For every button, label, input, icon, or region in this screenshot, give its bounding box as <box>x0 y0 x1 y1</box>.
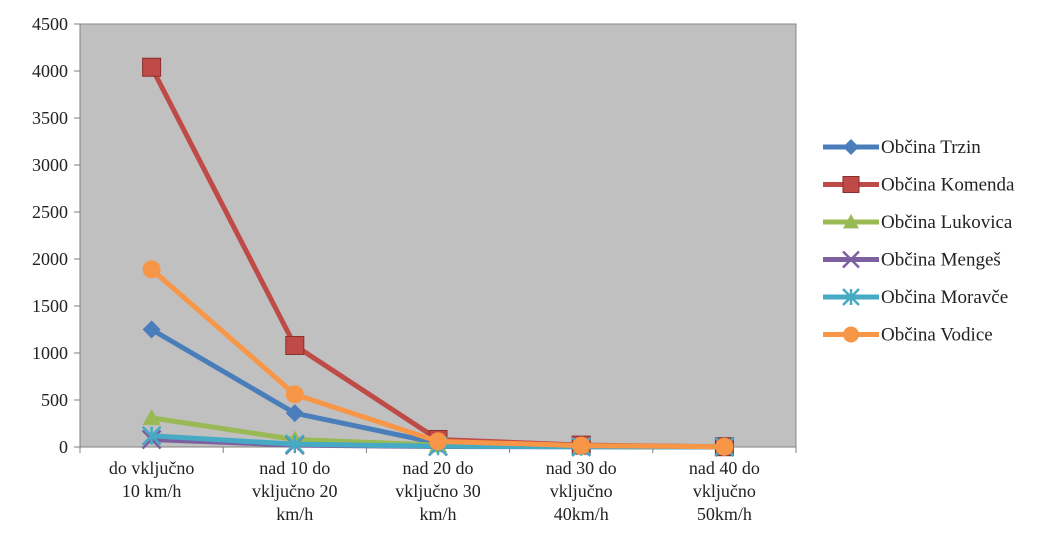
plot-area <box>79 23 797 448</box>
x-tick-label-line: vključno <box>693 481 756 501</box>
x-tick-label-line: nad 30 do <box>546 458 617 478</box>
x-tick-label-line: vključno 30 <box>395 481 481 501</box>
y-tick-label: 0 <box>59 437 68 457</box>
x-tick-label: nad 40 do vključno 50km/h <box>689 458 760 524</box>
diamond-marker <box>843 139 859 155</box>
y-tick-label: 500 <box>41 390 68 410</box>
diamond-marker <box>285 404 304 423</box>
legend-label: Občina Mengeš <box>881 250 1001 271</box>
star-marker <box>842 288 860 306</box>
legend-item: Občina Lukovica <box>823 212 1013 233</box>
y-tick-label: 3500 <box>32 108 68 128</box>
legend-item: Občina Vodice <box>823 325 993 346</box>
legend: Občina Trzin Občina Komenda Občina Lukovic… <box>823 137 1015 346</box>
series-layer <box>141 57 735 457</box>
legend-label: Občina Lukovica <box>881 212 1013 233</box>
y-tick-label: 4500 <box>32 14 68 34</box>
x-tick-label: nad 30 do vključno 40km/h <box>546 458 617 524</box>
legend-label: Občina Trzin <box>881 137 981 158</box>
y-axis: 0 500 1000 1500 2000 2500 3000 3500 4000 4500 <box>32 14 81 457</box>
legend-item: Občina Komenda <box>823 175 1015 196</box>
legend-item: Občina Moravče <box>823 287 1008 308</box>
triangle-marker <box>843 214 859 229</box>
circle-marker <box>843 326 859 343</box>
circle-marker <box>572 436 591 455</box>
x-tick-label: nad 20 do vključno 30 km/h <box>395 458 481 524</box>
circle-marker <box>142 260 161 279</box>
legend-label: Občina Moravče <box>881 287 1008 308</box>
star-marker <box>141 425 162 446</box>
y-tick-label: 4000 <box>32 61 68 81</box>
x-tick-label: nad 10 do vključno 20 km/h <box>252 458 338 524</box>
x-tick-label-line: 10 km/h <box>122 481 182 501</box>
square-marker <box>842 176 860 193</box>
legend-item: Občina Trzin <box>823 137 981 158</box>
star-marker <box>284 434 305 455</box>
y-tick-label: 2000 <box>32 249 68 269</box>
diamond-marker <box>142 320 161 339</box>
x-tick-label-line: vključno <box>550 481 613 501</box>
x-tick-label-line: nad 20 do <box>403 458 474 478</box>
x-tick-label-line: km/h <box>276 504 313 524</box>
circle-marker <box>285 385 304 404</box>
x-axis: do vključno 10 km/h nad 10 do vključno 20 km… <box>79 446 797 524</box>
y-tick-label: 2500 <box>32 202 68 222</box>
y-tick-label: 1000 <box>32 343 68 363</box>
x-tick-label-line: nad 10 do <box>259 458 330 478</box>
circle-marker <box>715 437 734 456</box>
y-tick-label: 3000 <box>32 155 68 175</box>
legend-label: Občina Vodice <box>881 325 993 346</box>
legend-item: Občina Mengeš <box>823 250 1001 271</box>
x-tick-label: do vključno 10 km/h <box>109 458 195 501</box>
circle-marker <box>429 432 447 451</box>
legend-label: Občina Komenda <box>881 175 1015 196</box>
series-5 <box>142 260 734 456</box>
x-tick-label-line: 50km/h <box>697 504 752 524</box>
x-marker <box>842 250 860 269</box>
y-tick-label: 1500 <box>32 296 68 316</box>
x-tick-label-line: 40km/h <box>554 504 609 524</box>
x-tick-label-line: do vključno <box>109 458 195 478</box>
x-tick-label-line: km/h <box>419 504 456 524</box>
triangle-marker <box>142 408 161 426</box>
square-marker <box>285 335 305 355</box>
square-marker <box>142 57 162 77</box>
x-tick-label-line: vključno 20 <box>252 481 338 501</box>
x-tick-label-line: nad 40 do <box>689 458 760 478</box>
